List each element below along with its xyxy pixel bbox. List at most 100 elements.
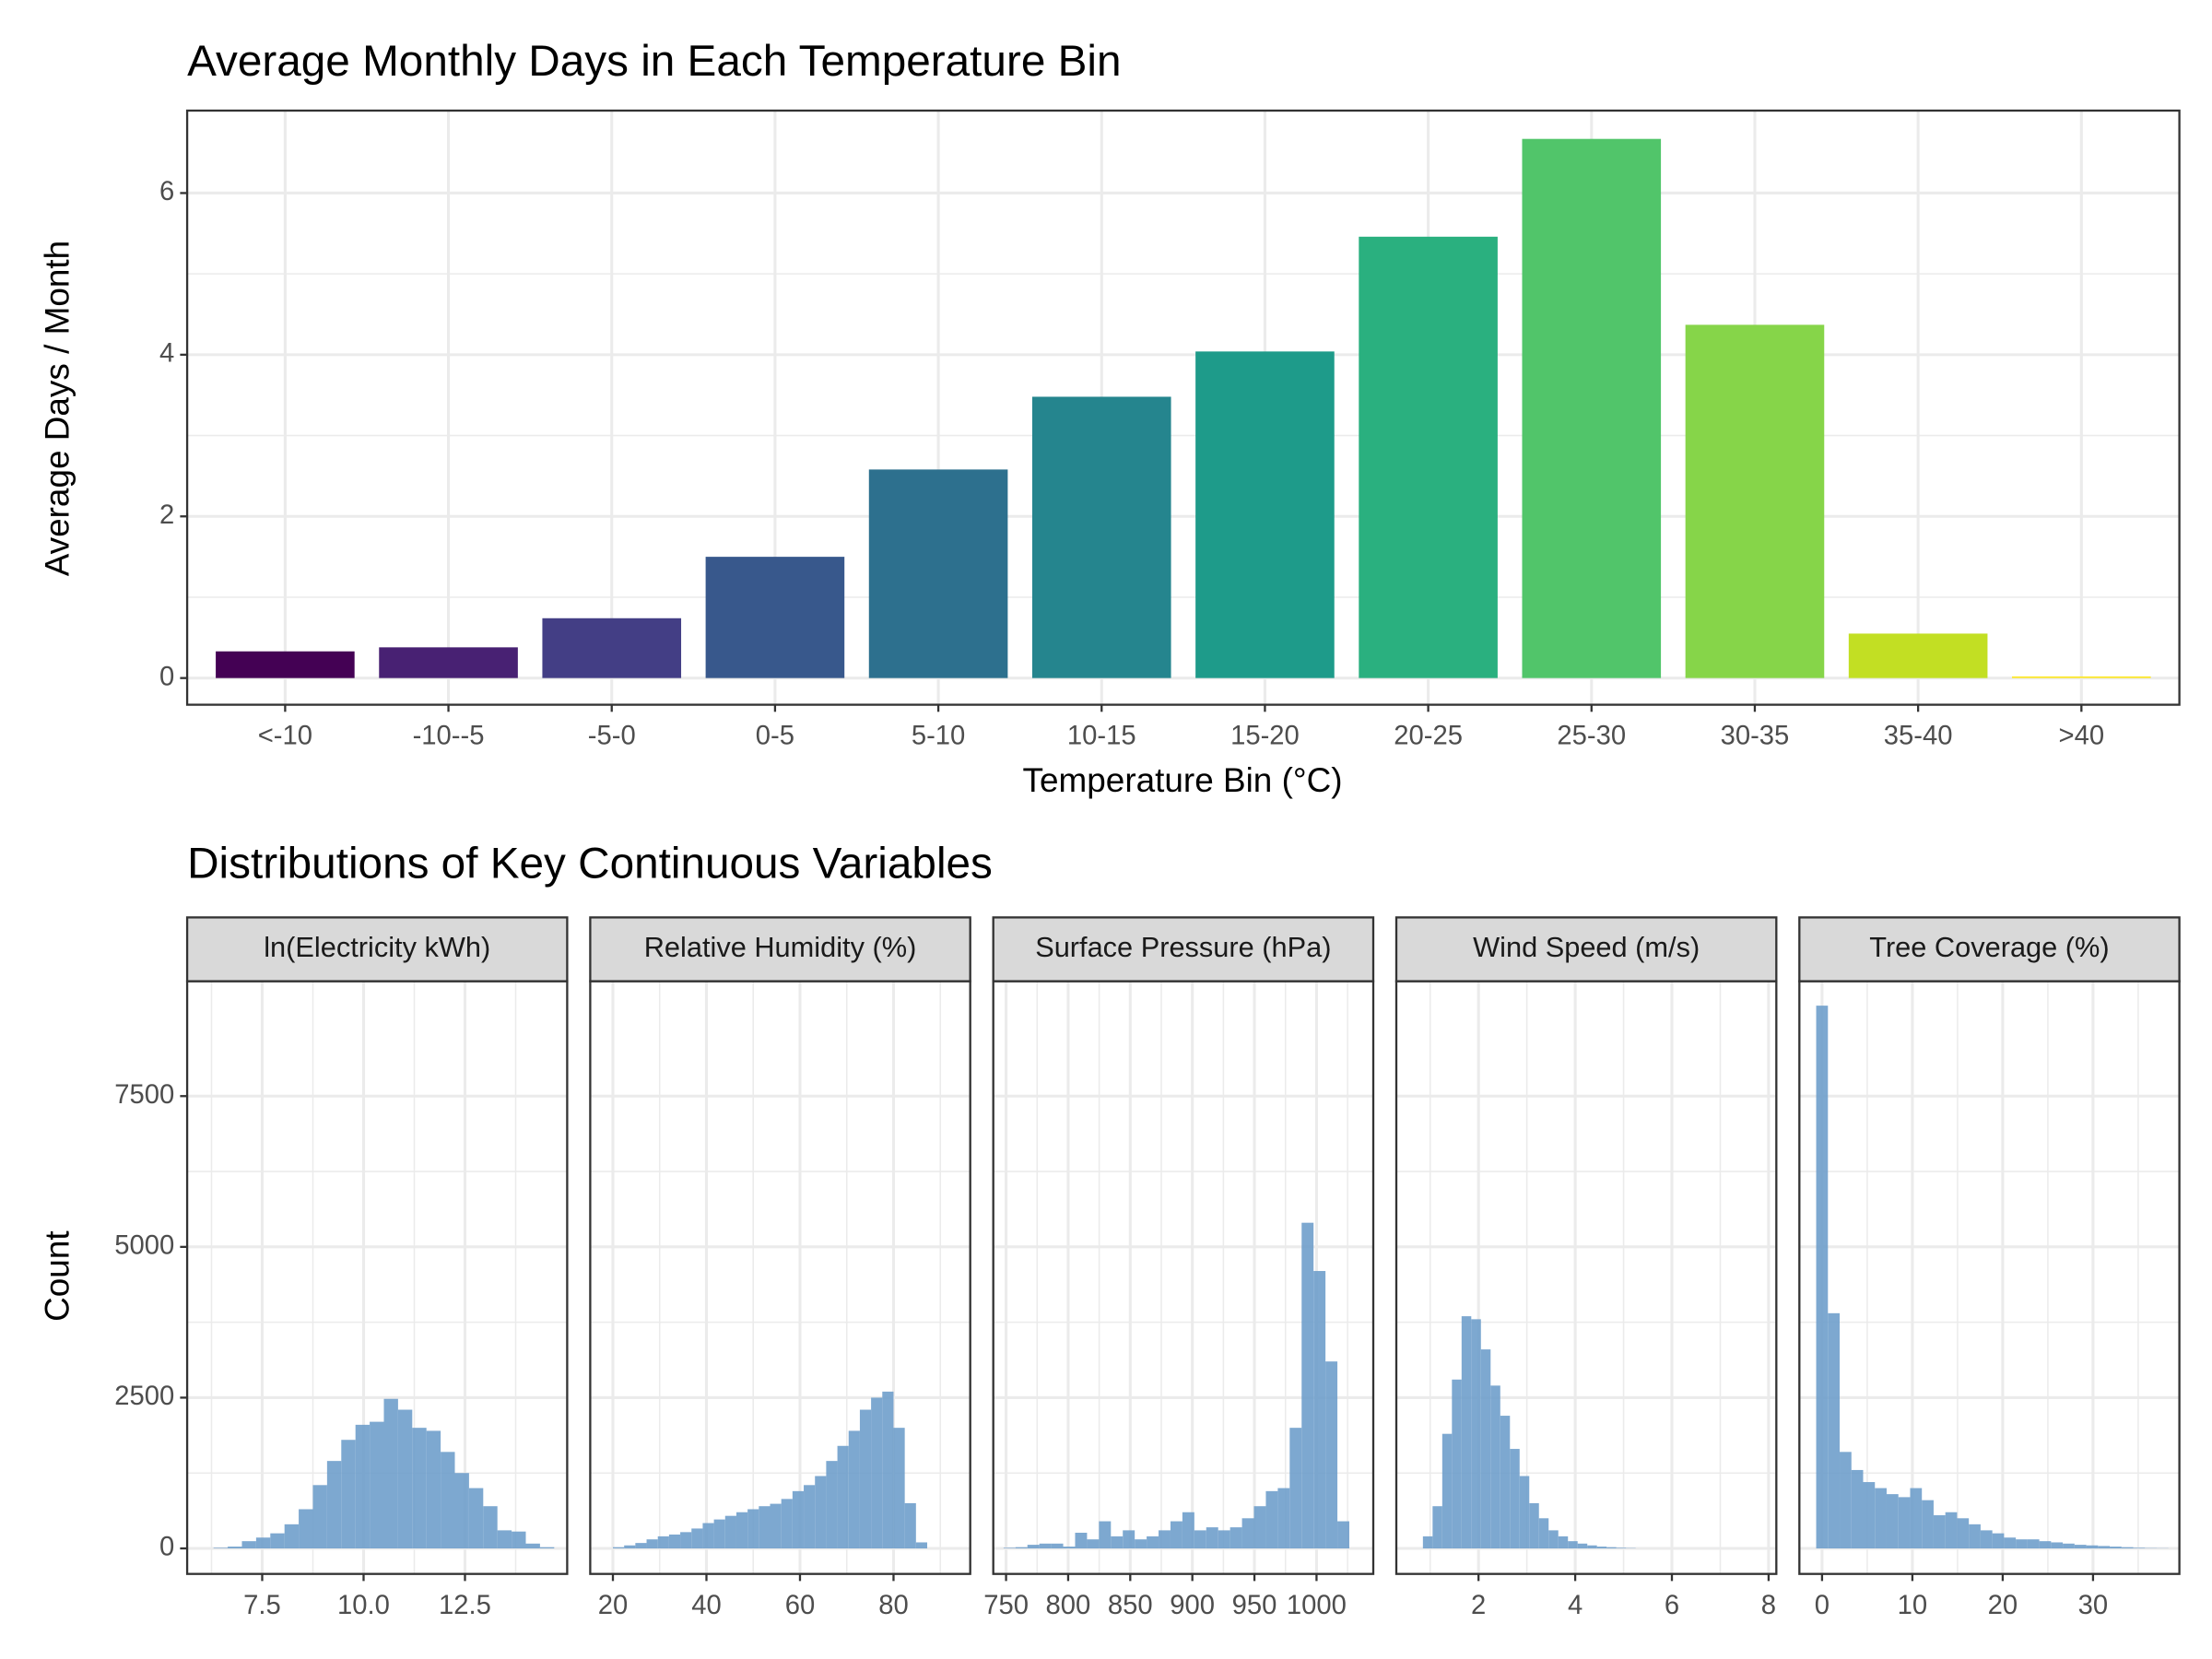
bar bbox=[1359, 236, 1498, 678]
histogram-bar bbox=[759, 1506, 771, 1549]
bar bbox=[1685, 324, 1825, 678]
histogram-bar bbox=[2039, 1541, 2052, 1549]
x-tick-label: 6 bbox=[1665, 1591, 1679, 1620]
histogram-bar bbox=[1558, 1535, 1569, 1549]
histogram-bar bbox=[882, 1391, 894, 1549]
histogram-bar bbox=[284, 1524, 300, 1549]
histogram-bar bbox=[213, 1547, 229, 1549]
histogram-bar bbox=[915, 1542, 928, 1549]
histogram-bar bbox=[624, 1545, 636, 1549]
histogram-bar bbox=[1051, 1543, 1064, 1549]
histogram-bar bbox=[1087, 1539, 1100, 1549]
histogram-bar bbox=[441, 1452, 455, 1549]
x-tick-label: 60 bbox=[785, 1591, 816, 1620]
histogram-bar bbox=[1441, 1433, 1453, 1549]
bar bbox=[705, 557, 845, 678]
x-tick-label: 0 bbox=[1815, 1591, 1830, 1620]
histogram-bar bbox=[1111, 1535, 1124, 1549]
x-tick-label: 35-40 bbox=[1884, 722, 1953, 751]
y-tick-label: 7500 bbox=[114, 1080, 174, 1110]
histogram-bar bbox=[781, 1499, 793, 1549]
histogram-bar bbox=[383, 1398, 398, 1549]
histogram-bar bbox=[1170, 1521, 1182, 1549]
histogram-bar bbox=[2110, 1547, 2122, 1549]
histogram-bar bbox=[1003, 1547, 1016, 1549]
histogram-bar bbox=[228, 1547, 242, 1549]
histogram-bar bbox=[1325, 1361, 1338, 1549]
facet-strip bbox=[1394, 916, 1778, 982]
histogram-bar bbox=[1194, 1530, 1206, 1549]
x-tick-label: 950 bbox=[1232, 1591, 1277, 1620]
histogram-bar bbox=[702, 1523, 714, 1549]
histogram-bar bbox=[1828, 1312, 1841, 1549]
histogram-bar bbox=[1253, 1506, 1266, 1549]
histogram-bar bbox=[635, 1543, 647, 1549]
histogram-bar bbox=[1500, 1416, 1511, 1549]
histogram-bar bbox=[241, 1541, 256, 1549]
histogram-bar bbox=[1980, 1530, 1993, 1549]
x-tick-label: 1000 bbox=[1287, 1591, 1347, 1620]
x-tick-label: 800 bbox=[1046, 1591, 1091, 1620]
facet-strip bbox=[185, 916, 569, 982]
histogram-bar bbox=[2074, 1545, 2087, 1549]
histogram-bar bbox=[837, 1445, 849, 1549]
x-axis-title: Temperature Bin (°C) bbox=[1023, 761, 1343, 799]
histogram-bar bbox=[468, 1488, 484, 1549]
histogram-bar bbox=[1875, 1488, 1887, 1549]
histogram-bar bbox=[454, 1473, 469, 1549]
facet-title: Tree Coverage (%) bbox=[1869, 931, 2109, 963]
histogram-bar bbox=[1992, 1533, 2005, 1549]
x-tick-label: 80 bbox=[878, 1591, 909, 1620]
histogram-bar bbox=[1123, 1530, 1135, 1549]
histogram-bar bbox=[483, 1506, 498, 1549]
histogram-bar bbox=[1230, 1527, 1242, 1549]
histogram-bar bbox=[1461, 1316, 1472, 1549]
bar bbox=[216, 651, 355, 678]
x-tick-label: 0-5 bbox=[756, 722, 794, 751]
histogram-bar bbox=[497, 1530, 512, 1549]
x-tick-label: 750 bbox=[983, 1591, 1029, 1620]
y-tick-label: 2500 bbox=[114, 1382, 174, 1411]
chart-title: Average Monthly Days in Each Temperature… bbox=[187, 37, 1121, 86]
facet-strip bbox=[589, 916, 971, 982]
histogram-bar bbox=[904, 1502, 916, 1549]
histogram-bar bbox=[815, 1476, 827, 1549]
histogram-bar bbox=[826, 1461, 838, 1549]
histogram-bar bbox=[747, 1509, 759, 1549]
histogram-bar bbox=[2027, 1539, 2040, 1549]
histogram-bar bbox=[1135, 1539, 1147, 1549]
histogram-bar bbox=[691, 1528, 703, 1549]
histogram-bar bbox=[871, 1397, 883, 1549]
x-tick-label: 20 bbox=[1988, 1591, 2018, 1620]
histogram-bar bbox=[848, 1430, 860, 1549]
histogram-bar bbox=[1159, 1530, 1171, 1549]
histogram-bar bbox=[1840, 1452, 1852, 1549]
histogram-bar bbox=[1015, 1547, 1028, 1549]
bar bbox=[868, 469, 1008, 678]
y-tick-label: 0 bbox=[159, 1533, 174, 1562]
y-tick-label: 0 bbox=[159, 662, 174, 691]
y-axis-title: Average Days / Month bbox=[38, 241, 76, 576]
facet-strip bbox=[1798, 916, 2181, 982]
histogram-bar bbox=[1898, 1497, 1911, 1549]
y-tick-label: 5000 bbox=[114, 1231, 174, 1261]
histogram-bar bbox=[1075, 1533, 1088, 1549]
histogram-bar bbox=[1863, 1482, 1876, 1549]
histogram-bar bbox=[668, 1534, 681, 1549]
histogram-bar bbox=[1922, 1500, 1934, 1549]
histogram-bar bbox=[1313, 1271, 1326, 1549]
histogram-bar bbox=[1616, 1547, 1627, 1549]
bar bbox=[2012, 676, 2151, 678]
x-tick-label: 7.5 bbox=[243, 1591, 281, 1620]
histogram-bar bbox=[2133, 1547, 2146, 1549]
chart-title: Distributions of Key Continuous Variable… bbox=[187, 840, 993, 888]
facet-title: Wind Speed (m/s) bbox=[1473, 931, 1700, 963]
histogram-bar bbox=[1519, 1476, 1530, 1549]
x-tick-label: <-10 bbox=[258, 722, 312, 751]
histogram-bar bbox=[312, 1485, 327, 1549]
histogram-bar bbox=[1277, 1488, 1290, 1549]
histogram-bar bbox=[646, 1539, 658, 1549]
histogram-bar bbox=[770, 1503, 782, 1549]
